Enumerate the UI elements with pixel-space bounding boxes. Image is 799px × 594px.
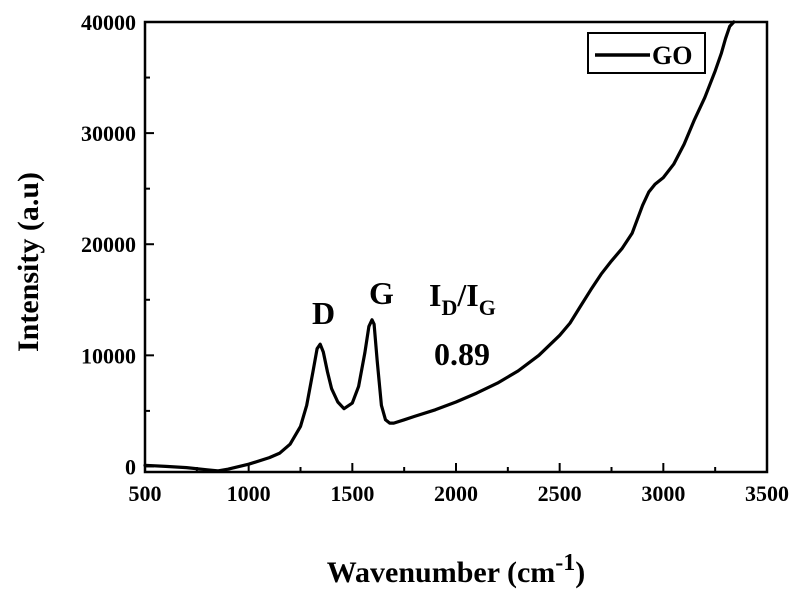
series-line-go [143, 20, 736, 473]
x-axis-title-main: Wavenumber (cm [327, 556, 556, 589]
x-tick-label: 1000 [227, 481, 271, 506]
plot-frame [143, 20, 769, 474]
legend-label: GO [652, 41, 692, 70]
y-tick-label: 0 [125, 454, 136, 479]
ratio-slash-i: /I [456, 277, 478, 313]
ratio-i-main: I [429, 277, 441, 313]
id-ig-ratio-value: 0.89 [434, 336, 490, 372]
x-tick-label: 3500 [745, 481, 789, 506]
x-tick-label: 500 [129, 481, 162, 506]
y-tick-label: 30000 [81, 121, 136, 146]
x-tick-label: 2500 [538, 481, 582, 506]
y-tick-label: 40000 [81, 10, 136, 35]
x-tick-label: 3000 [641, 481, 685, 506]
y-tick-labels: 0 10000 20000 30000 40000 [81, 10, 136, 479]
d-peak-label: D [312, 295, 335, 331]
y-tick-label: 10000 [81, 343, 136, 368]
ratio-sub-g: G [479, 295, 496, 320]
ratio-sub-d: D [441, 295, 457, 320]
y-axis-title: Intensity (a.u) [12, 172, 45, 352]
legend-box [587, 32, 706, 74]
axis-ticks [144, 21, 768, 472]
y-tick-label: 20000 [81, 232, 136, 257]
id-ig-ratio-label: ID/IG [429, 277, 496, 320]
g-peak-label: G [369, 275, 394, 311]
x-tick-label: 2000 [434, 481, 478, 506]
legend: GO [587, 32, 706, 74]
x-axis-title-close: ) [575, 556, 585, 589]
x-axis-title-sup: -1 [555, 550, 575, 576]
x-tick-label: 1500 [330, 481, 374, 506]
x-tick-labels: 500 1000 1500 2000 2500 3000 3500 [129, 481, 790, 506]
x-axis-title: Wavenumber (cm-1) [327, 550, 586, 589]
